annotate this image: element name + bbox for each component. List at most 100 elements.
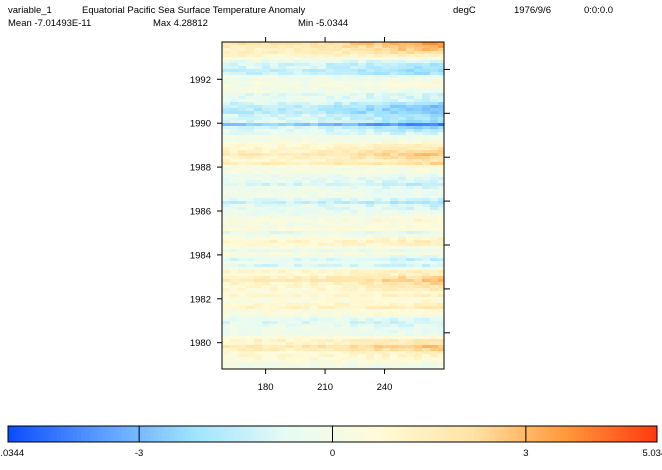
heatmap-cell bbox=[422, 366, 431, 369]
heatmap-cell bbox=[294, 138, 303, 142]
heatmap-cell bbox=[278, 273, 287, 277]
heatmap-cell bbox=[342, 336, 351, 340]
heatmap-cell bbox=[430, 225, 439, 229]
heatmap-cell bbox=[334, 60, 343, 64]
heatmap-cell bbox=[262, 207, 271, 211]
heatmap-cell bbox=[342, 102, 351, 106]
heatmap-cell bbox=[438, 66, 444, 70]
heatmap-cell bbox=[294, 159, 303, 163]
heatmap-cell bbox=[350, 192, 359, 196]
colorbar-segment bbox=[425, 426, 431, 442]
heatmap-cell bbox=[334, 276, 343, 280]
heatmap-cell bbox=[358, 153, 367, 157]
heatmap-cell bbox=[422, 153, 431, 157]
heatmap-cell bbox=[270, 96, 279, 100]
heatmap-cell bbox=[222, 285, 231, 289]
heatmap-cell bbox=[286, 318, 295, 322]
heatmap-cell bbox=[302, 120, 311, 124]
heatmap-cell bbox=[414, 87, 423, 91]
heatmap-cell bbox=[398, 183, 407, 187]
heatmap-cell bbox=[334, 330, 343, 334]
heatmap-cell bbox=[278, 45, 287, 49]
heatmap-cell bbox=[286, 327, 295, 331]
heatmap-cell bbox=[294, 342, 303, 346]
heatmap-cell bbox=[286, 291, 295, 295]
heatmap-cell bbox=[246, 138, 255, 142]
heatmap-cell bbox=[334, 153, 343, 157]
heatmap-cell bbox=[262, 123, 271, 127]
heatmap-cell bbox=[390, 177, 399, 181]
heatmap-cell bbox=[358, 192, 367, 196]
heatmap-cell bbox=[350, 186, 359, 190]
heatmap-cell bbox=[278, 249, 287, 253]
heatmap-cell bbox=[270, 348, 279, 352]
heatmap-cell bbox=[286, 108, 295, 112]
heatmap-cell bbox=[406, 48, 415, 52]
heatmap-cell bbox=[382, 207, 391, 211]
heatmap-cell bbox=[438, 69, 444, 73]
heatmap-cell bbox=[270, 300, 279, 304]
heatmap-cell bbox=[254, 225, 263, 229]
heatmap-cell bbox=[374, 213, 383, 217]
heatmap-cell bbox=[374, 366, 383, 369]
heatmap-cell bbox=[414, 210, 423, 214]
heatmap-cell bbox=[238, 177, 247, 181]
heatmap-cell bbox=[350, 51, 359, 55]
heatmap-cell bbox=[366, 63, 375, 67]
heatmap-cell bbox=[414, 228, 423, 232]
heatmap-cell bbox=[270, 81, 279, 85]
heatmap-cell bbox=[398, 360, 407, 364]
heatmap-cell bbox=[238, 213, 247, 217]
heatmap-cell bbox=[342, 318, 351, 322]
heatmap-cell bbox=[310, 285, 319, 289]
heatmap-cell bbox=[230, 168, 239, 172]
heatmap-cell bbox=[318, 42, 327, 46]
heatmap-cell bbox=[406, 273, 415, 277]
heatmap-cell bbox=[278, 318, 287, 322]
heatmap-cell bbox=[390, 291, 399, 295]
heatmap-cell bbox=[230, 324, 239, 328]
heatmap-cell bbox=[278, 192, 287, 196]
colorbar-segment bbox=[579, 426, 585, 442]
heatmap-cell bbox=[422, 288, 431, 292]
heatmap-cell bbox=[246, 360, 255, 364]
heatmap-cell bbox=[438, 240, 444, 244]
heatmap-cell bbox=[438, 57, 444, 61]
colorbar-segment bbox=[555, 426, 561, 442]
heatmap-cell bbox=[366, 69, 375, 73]
heatmap-cell bbox=[278, 285, 287, 289]
heatmap-cell bbox=[270, 174, 279, 178]
heatmap-cell bbox=[342, 276, 351, 280]
heatmap-cell bbox=[390, 348, 399, 352]
heatmap-cell bbox=[358, 117, 367, 121]
colorbar-segment bbox=[490, 426, 496, 442]
heatmap-cell bbox=[318, 72, 327, 76]
heatmap-cell bbox=[358, 165, 367, 169]
heatmap-cell bbox=[438, 273, 444, 277]
heatmap-cell bbox=[318, 69, 327, 73]
heatmap-cell bbox=[366, 84, 375, 88]
heatmap-cell bbox=[238, 306, 247, 310]
heatmap-cell bbox=[326, 135, 335, 139]
heatmap-cell bbox=[254, 300, 263, 304]
heatmap-cell bbox=[326, 219, 335, 223]
heatmap-cell bbox=[222, 54, 231, 58]
heatmap-cell bbox=[310, 363, 319, 367]
heatmap-cell bbox=[438, 210, 444, 214]
heatmap-cell bbox=[406, 243, 415, 247]
heatmap-cell bbox=[238, 255, 247, 259]
heatmap-cell bbox=[366, 51, 375, 55]
heatmap-cell bbox=[334, 42, 343, 46]
heatmap-cell bbox=[326, 84, 335, 88]
heatmap-cell bbox=[318, 75, 327, 79]
heatmap-cell bbox=[438, 45, 444, 49]
heatmap-cell bbox=[246, 333, 255, 337]
heatmap-cell bbox=[310, 291, 319, 295]
colorbar-segment bbox=[162, 426, 167, 442]
heatmap-cell bbox=[230, 162, 239, 166]
heatmap-cell bbox=[326, 102, 335, 106]
heatmap-cell bbox=[222, 363, 231, 367]
heatmap-cell bbox=[390, 288, 399, 292]
heatmap-cell bbox=[270, 165, 279, 169]
heatmap-cell bbox=[390, 327, 399, 331]
